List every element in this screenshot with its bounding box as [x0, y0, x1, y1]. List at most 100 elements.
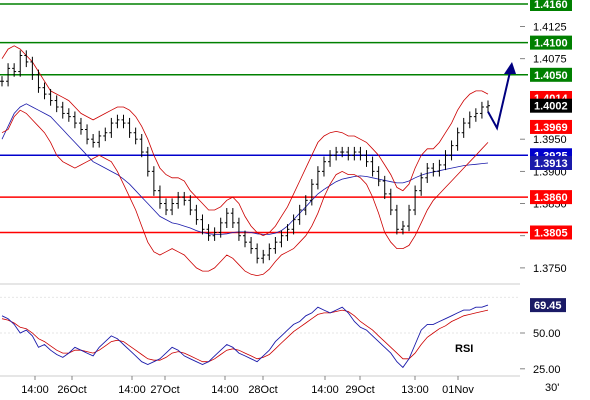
- x-axis: 14:00 26Oct 14:00 27Oct 14:00 28Oct 14:00 29Oct…: [21, 376, 474, 396]
- forecast-arrow-head: [504, 62, 516, 74]
- level-badge-label: 1.4160: [534, 0, 568, 11]
- price-bar: [346, 146, 351, 161]
- price-bar: [437, 159, 442, 177]
- price-bar: [18, 50, 23, 77]
- price-bar: [236, 217, 241, 241]
- level-badge-label: 1.4100: [534, 38, 568, 50]
- price-bar: [78, 117, 83, 135]
- price-bar: [218, 217, 223, 238]
- price-tick-label: 1.4075: [533, 54, 567, 66]
- price-bar: [321, 156, 326, 177]
- price-bar: [340, 146, 345, 158]
- level-badge-box: [530, 67, 572, 82]
- price-bar: [0, 76, 4, 87]
- x-tick-label: 14:00: [311, 384, 339, 396]
- price-bar: [103, 127, 108, 142]
- value-badge-label: 1.3913: [534, 158, 568, 170]
- price-bar: [212, 227, 217, 241]
- x-tick-label: 29Oct: [345, 384, 374, 396]
- x-tick-label: 14:00: [118, 384, 146, 396]
- price-bar: [157, 185, 162, 209]
- level-badge-label: 1.4050: [534, 70, 568, 82]
- price-bar: [151, 166, 156, 196]
- price-bar: [145, 146, 150, 177]
- forecast-arrow-line: [487, 71, 511, 131]
- price-bar: [109, 117, 114, 138]
- price-bar: [249, 237, 254, 254]
- rsi-tick-label: 50.00: [533, 328, 561, 340]
- price-bar: [115, 114, 120, 129]
- price-bar: [6, 63, 11, 87]
- price-bar: [309, 179, 314, 206]
- price-bar: [12, 63, 17, 77]
- price-bar: [261, 249, 266, 264]
- price-bar: [315, 166, 320, 190]
- rsi-value-label: 69.45: [534, 300, 562, 312]
- price-bar: [60, 101, 65, 119]
- price-bar: [85, 124, 90, 145]
- price-bar: [30, 56, 35, 80]
- price-bar: [303, 195, 308, 216]
- value-badge-box: [530, 98, 572, 113]
- price-bar: [334, 146, 339, 161]
- price-bar: [461, 117, 466, 138]
- price-bar: [194, 204, 199, 225]
- price-bar: [66, 108, 71, 122]
- price-bar: [42, 82, 47, 100]
- rsi-signal-line: [1, 309, 489, 363]
- price-bar: [443, 150, 448, 171]
- price-bar: [243, 230, 247, 248]
- price-bar: [97, 130, 102, 148]
- x-tick-label: 26Oct: [57, 384, 86, 396]
- price-bar: [255, 243, 260, 264]
- price-bar: [24, 50, 29, 68]
- price-bar: [273, 237, 278, 254]
- price-bar: [139, 134, 144, 158]
- price-bar: [413, 185, 418, 216]
- level-badge-label: 1.3860: [534, 192, 568, 204]
- price-bar: [48, 88, 53, 106]
- price-bar: [182, 191, 187, 206]
- price-bar: [455, 127, 460, 151]
- price-bar: [279, 230, 284, 248]
- price-bar: [188, 195, 193, 216]
- price-plot: [0, 45, 490, 277]
- price-bar: [479, 101, 484, 119]
- price-bar: [431, 162, 436, 177]
- price-tick-label: 1.3950: [533, 134, 567, 146]
- level-badges: 1.41601.41001.40501.39251.38601.38051.40…: [530, 0, 572, 240]
- price-bar: [164, 198, 169, 216]
- price-bar: [394, 204, 399, 235]
- price-bar: [328, 150, 333, 167]
- x-tick-label: 01Nov: [442, 384, 474, 396]
- price-bar: [127, 117, 132, 138]
- price-bar: [230, 208, 235, 228]
- price-bar: [121, 114, 126, 129]
- price-bar: [267, 243, 272, 261]
- price-bar: [400, 220, 405, 235]
- bollinger-lower-band: [1, 109, 489, 277]
- price-bar: [364, 150, 369, 167]
- timeframe-label: 30': [545, 382, 559, 394]
- price-bar: [133, 127, 138, 145]
- value-badge-label: 1.4002: [534, 101, 568, 113]
- rsi-value-badge: [530, 298, 566, 313]
- price-bar: [206, 224, 211, 241]
- price-bar: [54, 95, 59, 113]
- level-badge-label: 1.3805: [534, 228, 568, 240]
- price-tick-label: 1.4125: [533, 22, 567, 34]
- price-bar: [382, 175, 387, 200]
- price-bar: [407, 204, 412, 232]
- x-tick-label: 14:00: [21, 384, 49, 396]
- rsi-label: RSI: [455, 343, 473, 355]
- level-badge-box: [530, 0, 572, 11]
- price-bar: [224, 208, 229, 228]
- x-tick-label: 28Oct: [248, 384, 277, 396]
- price-bar: [449, 140, 454, 161]
- price-bar: [176, 191, 181, 209]
- rsi-panel: 50.00 25.00 69.45: [0, 296, 566, 376]
- level-badge-box: [530, 225, 572, 240]
- rsi-line: [1, 304, 489, 369]
- price-tick-label: 1.3750: [533, 263, 567, 275]
- price-bar: [388, 188, 393, 216]
